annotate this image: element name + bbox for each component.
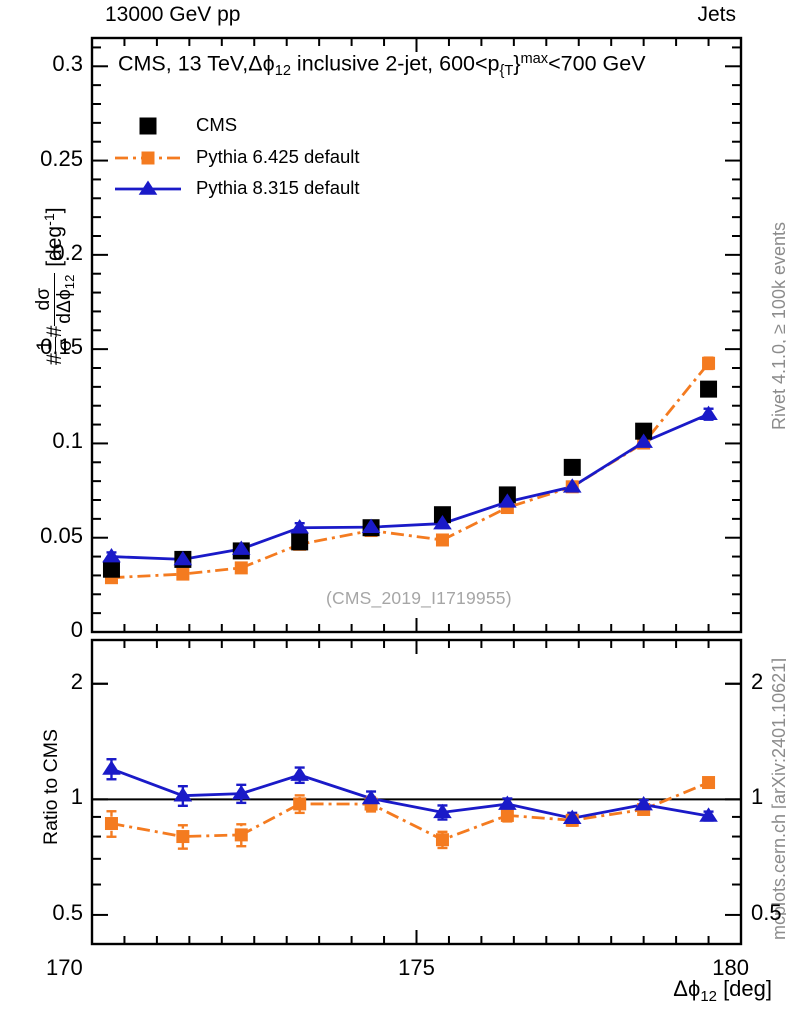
y-tick-label-main: 0.2 [52,239,83,265]
ratio-line-pythia8 [110,767,709,820]
x-title-sub: 12 [700,987,717,1005]
analysis-id-watermark: (CMS_2019_I1719955) [326,588,512,608]
y-tick-label-main: 0.3 [52,51,83,77]
title-pt-sup: max [520,51,549,67]
ratio-marker-pythia8 [634,796,653,811]
ratio-panel-frame [90,638,743,946]
main-marker-pythia8 [361,518,381,533]
ratio-marker-pythia8 [562,809,582,825]
title-tail: <700 GeV [548,51,646,76]
title-mid: inclusive 2-jet, 600<p [290,51,500,76]
legend-label-3: Pythia 8.315 default [196,177,360,198]
ratio-marker-pythia8 [102,760,121,775]
main-marker-pythia6 [176,567,190,581]
y-tick-label-main: 0 [70,617,83,642]
y-tick-label-main: 0.15 [40,334,83,360]
main-marker-pythia8 [173,550,193,566]
ratio-marker-pythia6 [234,828,248,842]
main-marker-pythia8 [634,433,653,448]
y-tick-label-ratio-left: 0.5 [52,899,83,925]
main-marker-cms [291,533,309,551]
main-line-pythia8 [111,412,710,561]
y-tick-label-main: 0.25 [40,145,83,171]
ratio-marker-pythia8 [699,807,718,822]
ratio-marker-pythia8 [361,789,381,805]
ratio-marker-pythia6 [293,797,307,811]
main-marker-pythia8 [102,548,121,563]
header-beam-energy: 13000 GeV pp [105,3,241,26]
ratio-marker-pythia8 [498,795,517,810]
title-experiment: CMS, 13 TeV, [118,51,249,76]
x-title-unit: [deg] [716,976,772,1001]
ratio-line-pythia6 [111,781,710,842]
y-tick-label-ratio-right: 2 [751,668,764,694]
header-analysis-group: Jets [697,3,736,26]
title-pt-sub: {T [499,62,514,79]
main-marker-pythia8 [231,540,251,555]
main-marker-cms [635,422,653,440]
legend-marker-3 [138,180,158,195]
ratio-marker-pythia8 [231,785,251,800]
ratio-marker-pythia8 [290,766,309,781]
x-title-delta: Δϕ [673,976,701,1001]
main-marker-pythia6 [435,533,449,547]
main-marker-pythia8 [433,515,452,530]
y-tick-label-ratio-right: 0.5 [751,899,782,925]
main-marker-pythia6 [234,561,248,575]
ratio-marker-pythia6 [176,830,190,844]
main-line-pythia6 [111,362,710,580]
main-marker-pythia8 [498,493,517,508]
legend-label-2: Pythia 6.425 default [196,146,360,167]
main-marker-cms [563,458,581,476]
main-marker-pythia8 [290,519,309,534]
ratio-marker-pythia6 [500,808,514,822]
main-marker-pythia8 [699,405,718,420]
x-tick-label: 175 [398,955,435,980]
main-marker-pythia8 [562,478,582,493]
x-tick-label: 170 [46,955,83,980]
main-panel-frame [90,36,743,634]
y-tick-label-main: 0.1 [52,428,83,454]
legend-marker-1 [139,117,157,135]
y-tick-label-ratio-right: 1 [751,784,764,810]
x-tick-label: 180 [712,955,749,980]
main-marker-cms [102,560,120,578]
title-brace: } [513,51,521,76]
title-observable: Δϕ [248,51,275,76]
x-axis-title: Δϕ12 [deg] [673,978,772,1005]
y-tick-label-ratio-left: 2 [70,668,83,694]
y-tick-label-main: 0.05 [40,522,83,548]
main-marker-cms [433,506,451,524]
ratio-marker-pythia8 [173,787,193,802]
title-observable-sub: 12 [274,62,291,79]
ratio-marker-pythia8 [433,803,452,819]
y-tick-label-ratio-left: 1 [70,784,83,810]
plot-title: CMS, 13 TeV,Δϕ12 inclusive 2-jet, 600<p{… [118,52,646,79]
legend-marker-2 [141,151,155,165]
ratio-marker-pythia6 [104,817,118,831]
main-marker-cms [700,380,718,398]
legend-label-1: CMS [196,114,238,135]
ratio-marker-pythia6 [435,833,449,847]
ratio-marker-pythia6 [702,776,716,790]
main-marker-pythia6 [702,356,716,370]
